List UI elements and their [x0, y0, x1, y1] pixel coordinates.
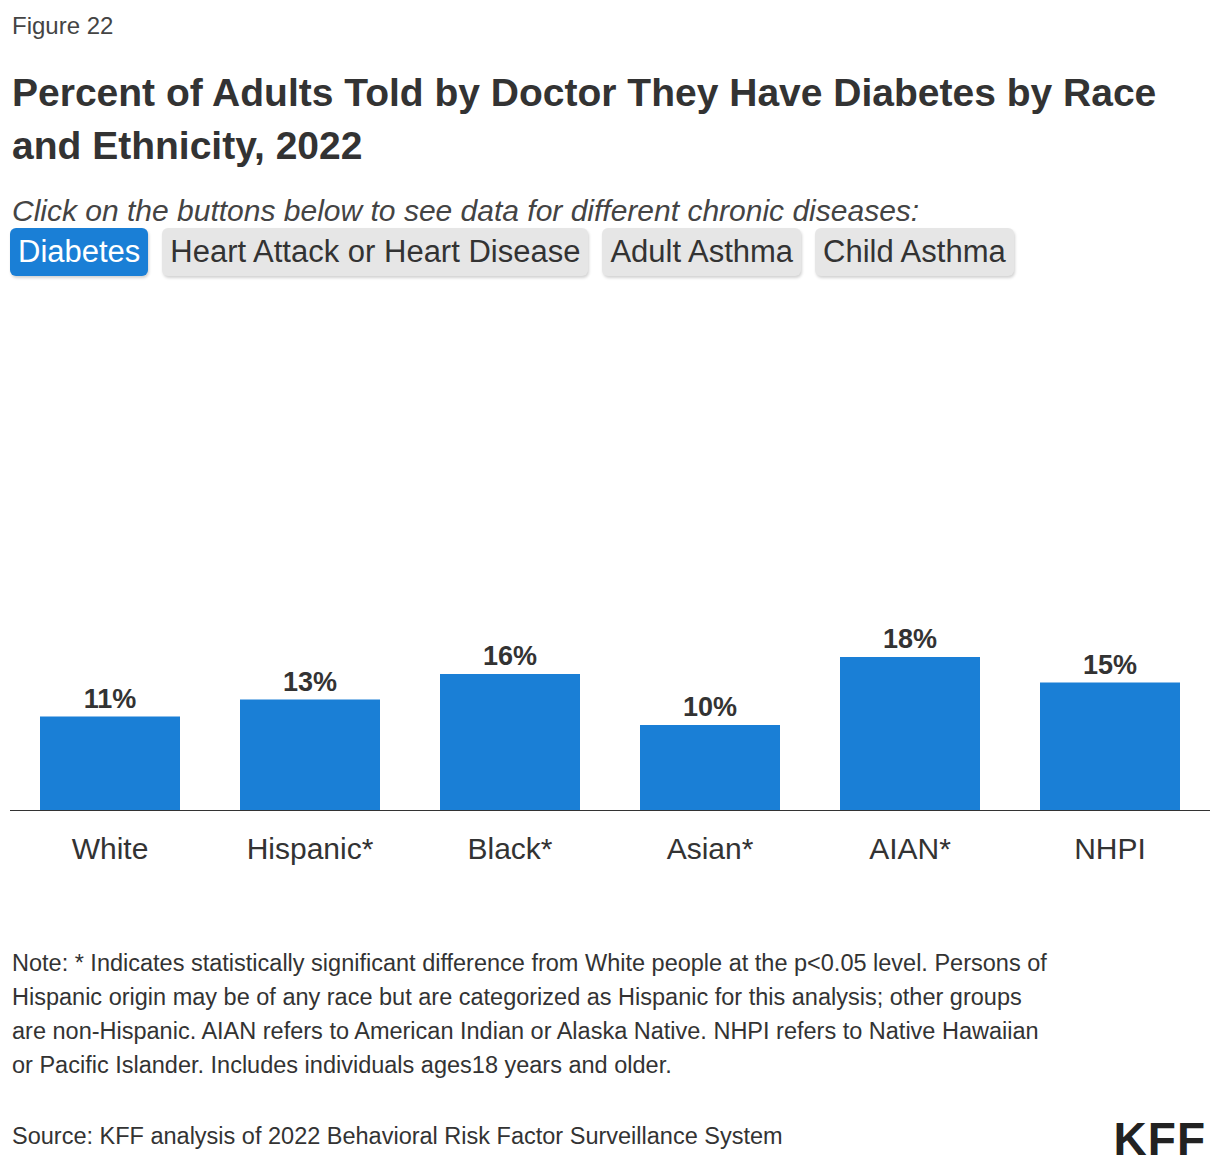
svg-text:15%: 15%: [1083, 650, 1137, 680]
html-text:Percent of Adults Told by Doct: Percent of Adults Told by Doctor They Ha…: [12, 71, 1157, 167]
svg-text:NHPI: NHPI: [1074, 832, 1146, 865]
html-text:Source: KFF analysis of 2022 B: Source: KFF analysis of 2022 Behavioral …: [12, 1123, 783, 1149]
svg-text:11%: 11%: [84, 684, 137, 714]
html-text:Heart Attack or Heart Disease: Heart Attack or Heart Disease: [170, 234, 581, 269]
svg-text:AIAN*: AIAN*: [869, 832, 951, 865]
svg-text:Asian*: Asian*: [667, 832, 754, 865]
svg-text:10%: 10%: [683, 692, 737, 722]
html-text:Note: * Indicates statisticall: Note: * Indicates statistically signific…: [12, 950, 1047, 1078]
svg-text:Black*: Black*: [467, 832, 552, 865]
svg-text:13%: 13%: [283, 667, 337, 697]
html-text:Click on the buttons below to: Click on the buttons below to see data f…: [12, 194, 920, 227]
html-text:Diabetes: Diabetes: [18, 234, 141, 269]
html-text:KFF: KFF: [1113, 1113, 1206, 1165]
html-text:Figure 22: Figure 22: [12, 12, 114, 39]
svg-text:White: White: [72, 832, 149, 865]
svg-text:Hispanic*: Hispanic*: [247, 832, 374, 865]
html-text:Child Asthma: Child Asthma: [823, 234, 1006, 269]
svg-text:16%: 16%: [483, 641, 537, 671]
html-text:Adult Asthma: Adult Asthma: [610, 234, 794, 269]
svg-text:18%: 18%: [883, 624, 937, 654]
